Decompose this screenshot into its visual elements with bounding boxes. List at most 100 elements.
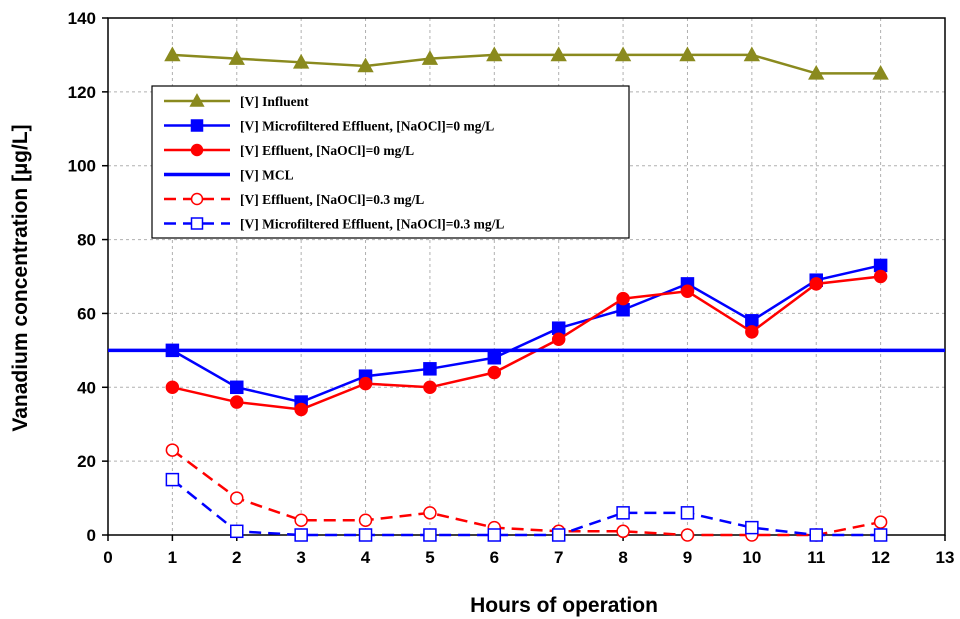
legend-box (151, 85, 630, 239)
data-point (616, 291, 630, 306)
data-point (230, 524, 244, 539)
data-point (230, 395, 244, 409)
data-point (230, 491, 244, 505)
x-tick-label: 2 (232, 548, 241, 567)
data-point (423, 506, 437, 520)
series-line (172, 275, 881, 411)
data-point (357, 57, 374, 73)
y-tick-label: 100 (68, 157, 96, 176)
series-layer (108, 46, 945, 542)
y-tick-label: 140 (68, 9, 96, 28)
series-line (172, 53, 881, 75)
data-point (487, 528, 502, 542)
data-point (292, 53, 310, 69)
data-point (873, 528, 888, 542)
data-point (358, 513, 373, 527)
data-point (616, 302, 630, 317)
data-point (616, 524, 630, 539)
x-tick-label: 0 (103, 548, 112, 567)
legend-item-1: [V] Microfiltered Effluent, [NaOCl]=0 mg… (164, 119, 494, 134)
data-point (616, 506, 630, 520)
data-point (165, 380, 180, 395)
y-axis-title: Vanadium concentration [µg/L] (9, 124, 32, 431)
legend-item-4: [V] Effluent, [NaOCl]=0.3 mg/L (164, 192, 424, 207)
series-4 (165, 443, 888, 542)
data-point (190, 192, 204, 206)
data-point (358, 376, 373, 391)
data-point (743, 46, 761, 62)
x-axis-title: Hours of operation (470, 594, 658, 617)
legend-label: [V] Effluent, [NaOCl]=0 mg/L (240, 143, 414, 158)
series-0 (164, 46, 889, 80)
data-point (230, 380, 244, 395)
data-point (164, 46, 181, 62)
data-point (165, 443, 180, 457)
legend-label: [V] Influent (240, 94, 309, 109)
data-point (614, 46, 632, 62)
data-point (189, 93, 205, 107)
y-tick-label: 80 (77, 231, 96, 250)
data-point (873, 515, 888, 529)
data-point (294, 528, 308, 542)
data-point (745, 325, 759, 339)
data-point (228, 50, 245, 65)
data-point (873, 258, 888, 273)
data-point (423, 380, 437, 395)
data-point (680, 284, 695, 299)
legend-item-3: [V] MCL (164, 168, 294, 183)
series-line (171, 449, 881, 537)
x-tick-label: 11 (807, 548, 825, 567)
y-tick-label: 60 (77, 304, 96, 323)
data-point (550, 46, 567, 62)
data-point (487, 350, 502, 365)
legend-label: [V] Microfiltered Effluent, [NaOCl]=0 mg… (240, 119, 494, 134)
data-point (190, 217, 204, 230)
x-tick-label: 8 (618, 548, 627, 567)
data-point (551, 528, 566, 542)
x-tick-label: 7 (554, 548, 563, 567)
legend-label: [V] Microfiltered Effluent, [NaOCl]=0.3 … (240, 217, 504, 232)
x-tick-label: 3 (296, 548, 305, 567)
x-tick-label: 10 (742, 548, 761, 567)
legend-item-0: [V] Influent (164, 93, 309, 109)
data-point (809, 528, 823, 542)
series-line (171, 478, 881, 537)
data-point (745, 314, 759, 328)
x-tick-label: 6 (490, 548, 499, 567)
x-tick-label: 5 (425, 548, 434, 567)
data-point (421, 50, 439, 65)
x-tick-label: 12 (871, 548, 890, 567)
data-point (809, 277, 823, 291)
y-tick-label: 0 (87, 526, 96, 545)
legend-item-5: [V] Microfiltered Effluent, [NaOCl]=0.3 … (164, 217, 504, 232)
y-tick-label: 120 (68, 83, 96, 102)
series-line (171, 264, 881, 404)
data-point (680, 506, 695, 520)
x-tick-label: 1 (168, 548, 177, 567)
data-point (423, 528, 437, 542)
data-point (190, 143, 204, 157)
series-1 (165, 258, 888, 409)
data-point (873, 269, 888, 284)
data-point (680, 528, 695, 542)
x-tick-label: 4 (361, 548, 371, 567)
legend-label: [V] MCL (240, 168, 294, 183)
data-point (745, 520, 759, 535)
data-point (486, 46, 503, 62)
data-point (551, 321, 566, 335)
data-point (190, 119, 204, 132)
legend: [V] Influent [V] Microfiltered Effluent, … (151, 85, 630, 239)
y-tick-label: 20 (77, 452, 96, 471)
data-point (358, 528, 373, 542)
data-point (165, 472, 180, 487)
data-point (551, 332, 566, 347)
series-2 (165, 269, 888, 417)
data-point (808, 64, 825, 80)
data-point (423, 362, 437, 376)
data-point (294, 402, 308, 417)
data-point (487, 365, 502, 380)
data-point (294, 513, 308, 527)
data-point (679, 46, 696, 62)
